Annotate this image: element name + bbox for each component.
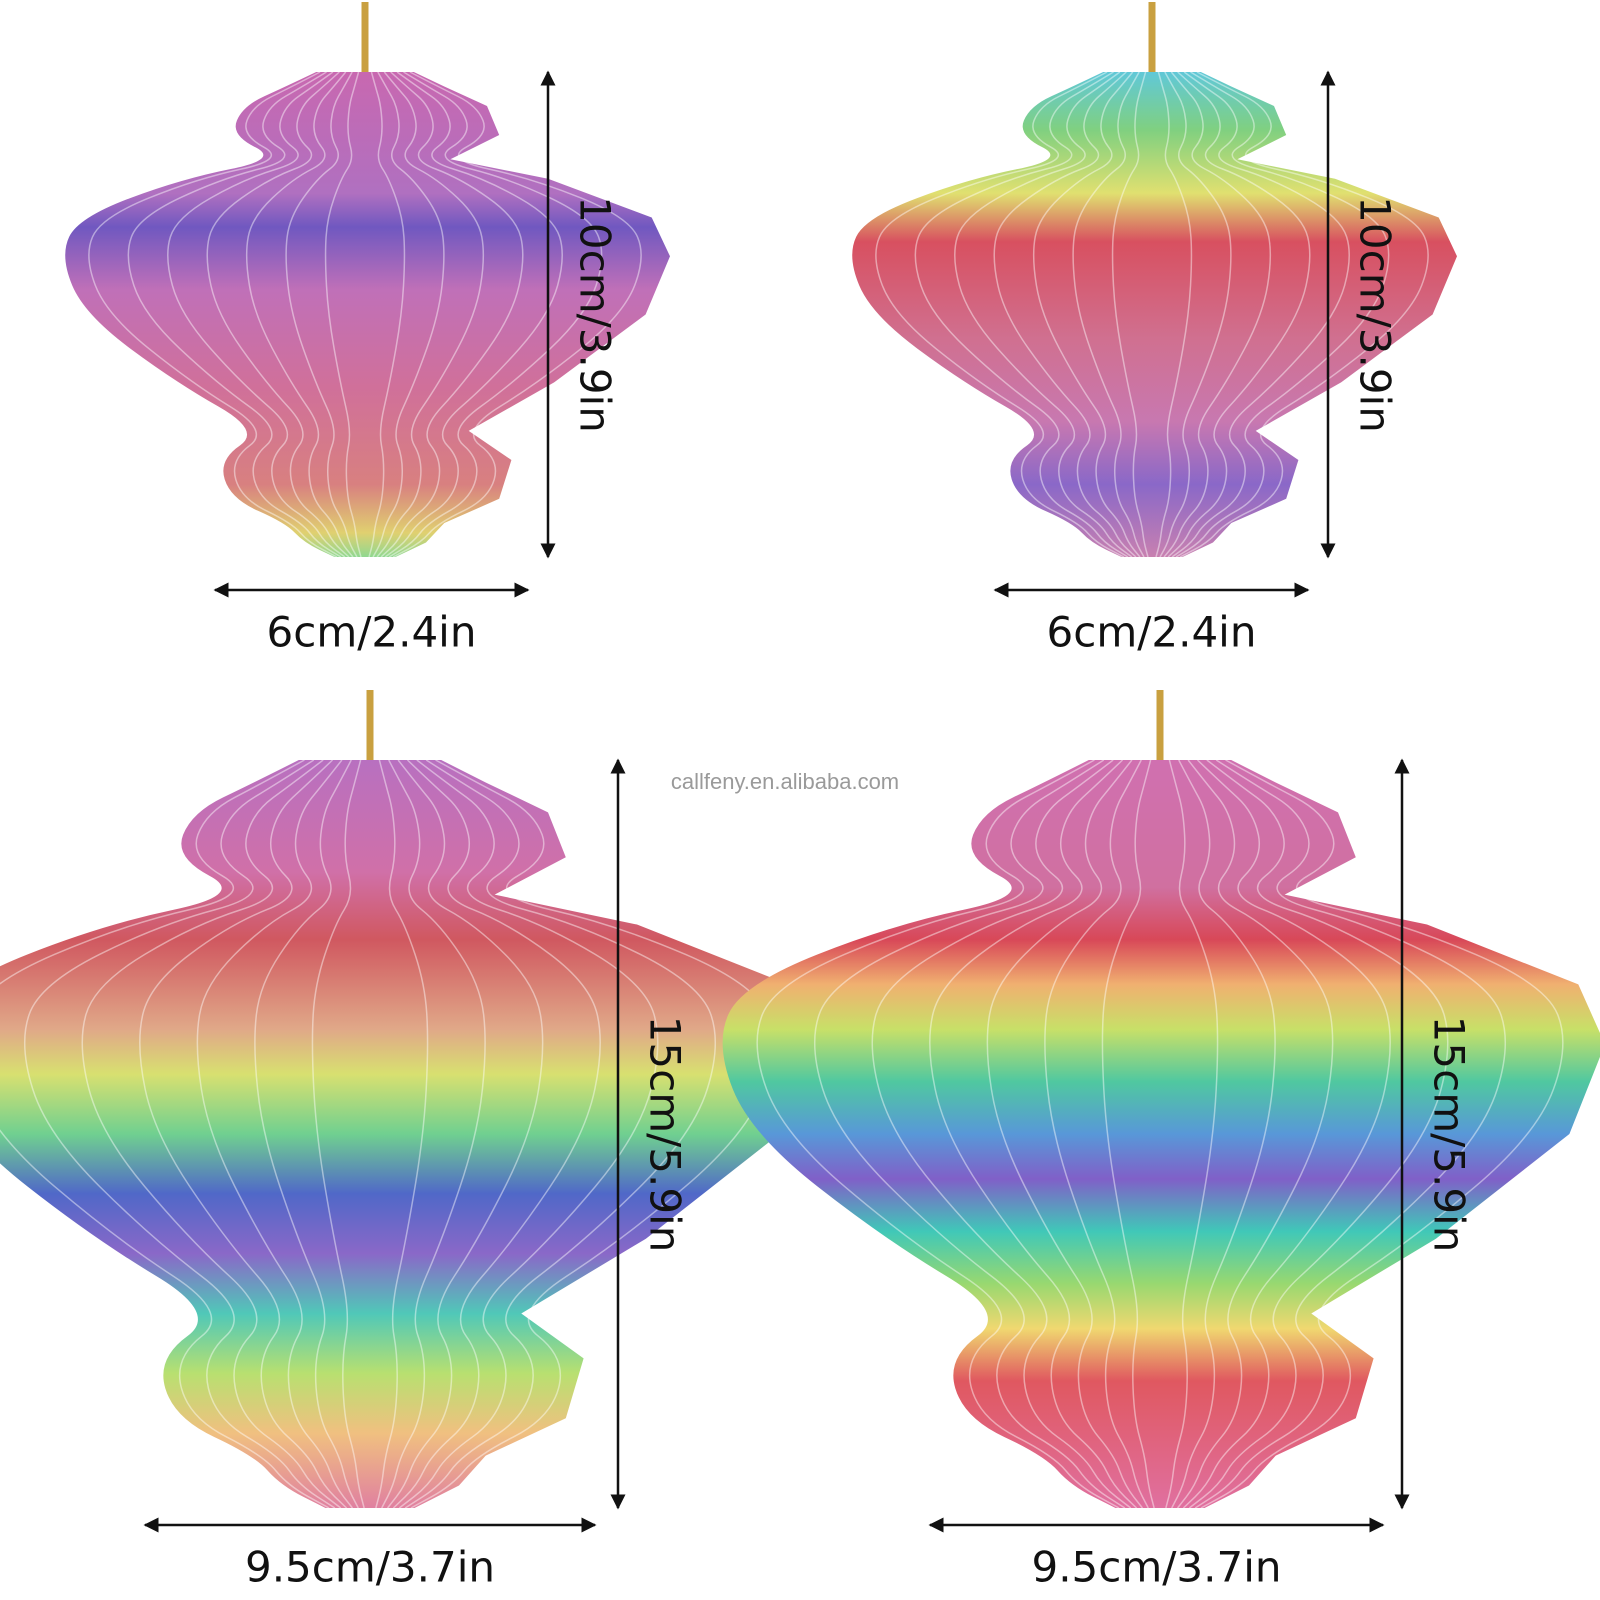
honeycomb-rib <box>23 759 336 1509</box>
width-label: 9.5cm/3.7in <box>1031 1543 1281 1592</box>
watermark: callfeny.en.alibaba.com <box>671 769 899 794</box>
honeycomb-rib <box>1179 71 1429 558</box>
honeycomb-rib <box>196 759 354 1509</box>
honeycomb-rib <box>0 759 330 1509</box>
honeycomb-rib <box>398 759 659 1509</box>
honeycomb-rib <box>871 759 1132 1509</box>
honeycomb-rib <box>954 71 1133 558</box>
honeycomb-rib <box>1111 71 1149 558</box>
honeycomb-rib <box>392 71 642 558</box>
honeycomb-rib <box>813 759 1126 1509</box>
honeycomb-rib <box>1165 759 1219 1509</box>
honeycomb-rib <box>380 71 524 558</box>
honeycomb-rib <box>1175 71 1390 558</box>
honeycomb-rib <box>1155 71 1193 558</box>
height-label: 10cm/3.9in <box>1351 196 1400 433</box>
height-label: 15cm/5.9in <box>641 1016 690 1253</box>
honeycomb-rib <box>375 759 429 1509</box>
honeycomb-rib <box>381 759 486 1509</box>
honeycomb-rib <box>1032 71 1141 558</box>
honeycomb-rib <box>1171 71 1350 558</box>
height-label: 15cm/5.9in <box>1425 1016 1474 1253</box>
honeycomb-rib <box>1171 759 1276 1509</box>
honeycomb-rib <box>1167 71 1311 558</box>
honeycomb-rib <box>206 71 350 558</box>
height-label: 10cm/3.9in <box>571 196 620 433</box>
honeycomb-rib <box>254 759 359 1509</box>
honeycomb-rib <box>376 71 485 558</box>
honeycomb-rib <box>386 759 544 1509</box>
honeycomb-rib <box>756 759 1120 1509</box>
honeycomb-rib <box>929 759 1138 1509</box>
honeycomb-rib <box>88 71 338 558</box>
honeycomb-rib <box>324 71 362 558</box>
width-label: 9.5cm/3.7in <box>245 1543 495 1592</box>
honeycomb-rib <box>1188 759 1449 1509</box>
honeycomb-rib <box>1176 759 1334 1509</box>
ornament-body <box>65 72 670 557</box>
honeycomb-rib <box>285 71 358 558</box>
width-label: 6cm/2.4in <box>1047 608 1257 657</box>
honeycomb-rib <box>167 71 346 558</box>
honeycomb-rib <box>1182 759 1391 1509</box>
honeycomb-rib <box>372 71 445 558</box>
honeycomb-rib <box>1101 759 1155 1509</box>
honeycomb-rib <box>81 759 342 1509</box>
honeycomb-rib <box>388 71 603 558</box>
ornament-body <box>722 760 1600 1508</box>
honeycomb-rib <box>1044 759 1149 1509</box>
honeycomb-rib <box>139 759 348 1509</box>
honeycomb-rib <box>368 71 406 558</box>
honeycomb-rib <box>914 71 1129 558</box>
honeycomb-rib <box>993 71 1137 558</box>
honeycomb-rib <box>245 71 354 558</box>
width-label: 6cm/2.4in <box>267 608 477 657</box>
honeycomb-rib <box>1072 71 1145 558</box>
honeycomb-rib <box>1159 71 1232 558</box>
honeycomb-rib <box>875 71 1125 558</box>
honeycomb-rib <box>384 71 563 558</box>
honeycomb-rib <box>404 759 717 1509</box>
honeycomb-rib <box>1194 759 1507 1509</box>
honeycomb-rib <box>986 759 1144 1509</box>
ornament-body <box>0 760 815 1508</box>
honeycomb-rib <box>1200 759 1564 1509</box>
honeycomb-rib <box>1163 71 1272 558</box>
honeycomb-rib <box>127 71 342 558</box>
honeycomb-rib <box>392 759 601 1509</box>
ornament-body <box>852 72 1457 557</box>
honeycomb-rib <box>311 759 365 1509</box>
